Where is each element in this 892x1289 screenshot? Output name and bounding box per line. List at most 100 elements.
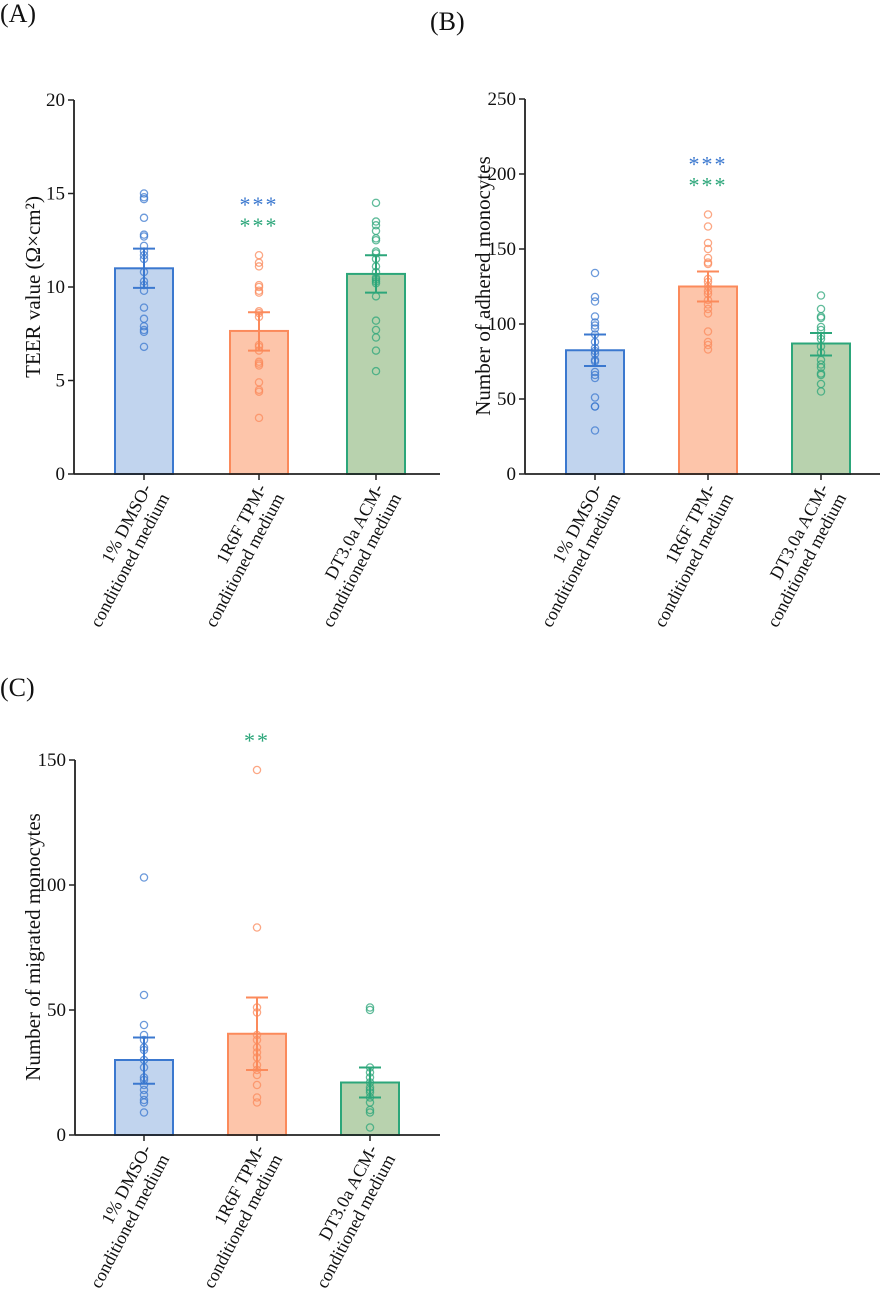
significance-stars-vs-blue: ***: [240, 192, 279, 217]
data-point: [816, 325, 826, 335]
data-point: [371, 346, 381, 355]
data-point: [139, 1095, 149, 1105]
data-point: [252, 1065, 262, 1075]
data-point: [371, 217, 381, 226]
y-tick-label: 200: [488, 164, 517, 185]
data-point: [703, 345, 713, 354]
y-axis-label: Number of adhered monocytes: [471, 156, 495, 416]
data-point: [590, 321, 600, 330]
data-point: [590, 402, 600, 411]
data-point: [703, 289, 713, 299]
data-point: [590, 318, 600, 327]
y-tick-label: 15: [46, 184, 65, 205]
data-point: [139, 990, 149, 1000]
data-point: [252, 1098, 262, 1107]
data-point: [139, 189, 149, 198]
data-point: [703, 327, 713, 336]
data-point: [254, 250, 264, 260]
bar: [678, 285, 738, 475]
data-point: [703, 222, 713, 231]
data-point: [139, 1080, 149, 1090]
y-tick-label: 50: [47, 1000, 66, 1021]
x-tick-label: DT3.0a ACM-conditioned medium: [294, 1141, 399, 1289]
significance-stars-vs-green: ***: [240, 213, 279, 238]
data-point: [590, 292, 600, 302]
data-point: [703, 210, 713, 219]
data-point: [139, 254, 149, 264]
data-point: [254, 258, 264, 267]
bar: [229, 329, 289, 475]
data-point: [703, 238, 713, 248]
data-point: [703, 300, 713, 309]
data-point: [816, 313, 826, 323]
panel-label: (A): [0, 0, 36, 28]
data-point: [365, 1073, 375, 1082]
significance-stars-vs-green: ***: [689, 173, 728, 198]
data-point: [590, 426, 600, 435]
data-point: [371, 249, 381, 258]
data-point: [365, 1093, 375, 1102]
data-point: [371, 221, 381, 230]
data-point: [703, 286, 713, 296]
data-point: [590, 268, 600, 278]
data-point: [816, 370, 826, 380]
data-point: [252, 1048, 262, 1057]
data-point: [139, 241, 149, 251]
data-point: [139, 342, 149, 352]
data-point: [371, 292, 381, 301]
data-point: [590, 312, 600, 321]
data-point: [254, 262, 264, 271]
data-point: [703, 309, 713, 318]
data-point: [139, 1063, 149, 1072]
data-point: [365, 1088, 375, 1097]
data-point: [254, 288, 264, 297]
data-point: [371, 198, 381, 208]
data-point: [365, 1123, 375, 1132]
significance-stars-vs-green: **: [244, 728, 270, 753]
data-point: [590, 337, 600, 347]
data-point: [590, 357, 600, 366]
data-point: [139, 327, 149, 337]
data-point: [139, 322, 149, 331]
data-point: [703, 304, 713, 314]
y-tick-label: 5: [56, 371, 66, 392]
data-point: [139, 232, 149, 241]
data-point: [254, 387, 264, 396]
data-point: [139, 873, 149, 882]
data-point: [139, 267, 149, 277]
data-point: [590, 393, 600, 402]
data-point: [703, 259, 713, 269]
data-point: [139, 1108, 149, 1117]
data-point: [139, 303, 149, 312]
x-tick-label: 1R6F TPM-conditioned medium: [183, 480, 288, 630]
data-point: [816, 322, 826, 332]
panel-label: (C): [0, 673, 35, 702]
data-point: [254, 312, 264, 322]
significance-stars-vs-blue: ***: [689, 152, 728, 177]
data-point: [254, 413, 264, 423]
data-point: [816, 331, 826, 341]
y-axis-label: Number of migrated monocytes: [21, 813, 45, 1081]
data-point: [590, 346, 600, 356]
bar: [114, 267, 174, 475]
data-point: [252, 1043, 262, 1052]
data-point: [254, 308, 264, 318]
chart-panel-b: (B) Number of adhered monocytes 1% DMSO-co…: [430, 7, 880, 630]
data-point: [371, 262, 381, 271]
data-point: [816, 360, 826, 369]
data-point: [139, 1098, 149, 1107]
data-point: [590, 370, 600, 380]
data-point: [252, 765, 262, 775]
data-point: [139, 1075, 149, 1085]
data-point: [371, 333, 381, 342]
data-point: [252, 1008, 262, 1017]
bar: [346, 272, 406, 475]
data-point: [703, 340, 713, 350]
data-point: [371, 366, 381, 376]
data-point: [365, 1003, 375, 1012]
data-point: [139, 1045, 149, 1055]
x-tick-label: 1R6F TPM-conditioned medium: [632, 480, 737, 630]
data-point: [371, 235, 381, 245]
y-axis-label: TEER value (Ω×cm²): [21, 196, 45, 378]
